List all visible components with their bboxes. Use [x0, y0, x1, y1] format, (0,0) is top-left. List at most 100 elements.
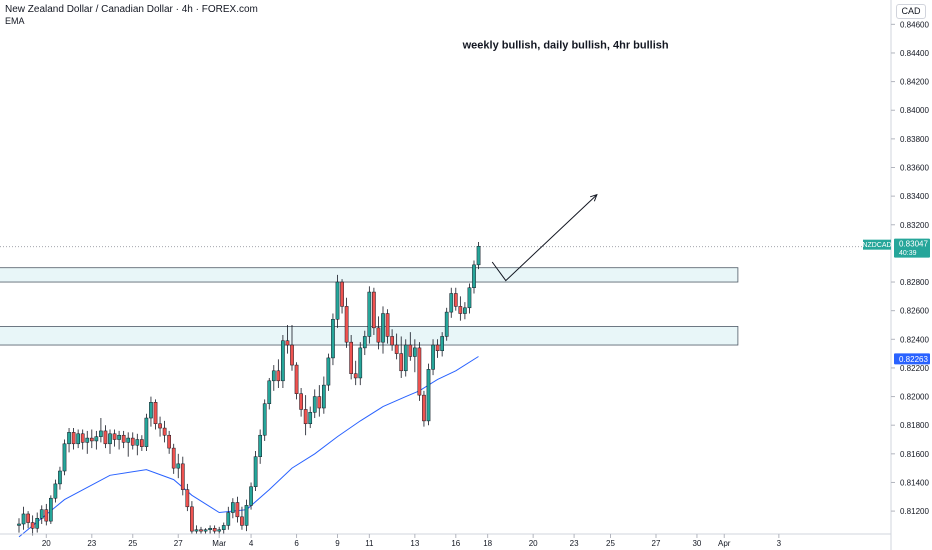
projection-arrowhead	[590, 193, 598, 202]
candle	[94, 430, 99, 450]
time-tick-label: 3	[777, 539, 782, 548]
candle-body	[153, 402, 158, 425]
time-tick-label: 16	[451, 539, 460, 548]
candle	[271, 365, 276, 391]
candle-body	[67, 432, 71, 445]
time-tick-label: 23	[87, 539, 96, 548]
time-tick-label: 13	[410, 539, 419, 548]
candle-body	[403, 344, 408, 372]
candle-body	[208, 528, 212, 530]
candle-body	[17, 523, 21, 526]
last-price-countdown: 40:39	[899, 250, 917, 257]
candle-body	[399, 353, 404, 372]
candle-body	[21, 513, 26, 525]
candle	[417, 342, 422, 401]
price-tick-label: 0.84400	[900, 49, 929, 58]
candle-body	[422, 394, 426, 422]
candle-layer	[17, 241, 481, 536]
candle	[167, 430, 172, 454]
candle	[244, 499, 249, 532]
price-tick-label: 0.82200	[900, 364, 929, 373]
candle	[126, 432, 131, 457]
candle	[467, 283, 472, 314]
candle-body	[44, 509, 49, 522]
price-tick-label: 0.84200	[900, 78, 929, 87]
candle	[226, 506, 231, 530]
candle	[117, 430, 121, 450]
candle-body	[176, 463, 181, 469]
candle-body	[431, 344, 435, 370]
candle-body	[58, 470, 62, 485]
time-tick-label: 25	[128, 539, 137, 548]
symbol-title[interactable]: New Zealand Dollar / Canadian Dollar · 4…	[5, 4, 258, 15]
candle	[331, 313, 335, 366]
candle-body	[353, 373, 358, 379]
candle	[217, 526, 222, 534]
candle-body	[117, 434, 121, 440]
candle	[231, 498, 235, 519]
candle	[30, 515, 35, 536]
candle	[358, 342, 363, 386]
candle	[262, 399, 267, 441]
candle	[390, 329, 394, 351]
candle-body	[226, 512, 231, 526]
time-tick-label: 27	[652, 539, 661, 548]
projection-line	[491, 194, 598, 282]
candle-body	[294, 364, 299, 394]
candle-body	[244, 505, 249, 526]
candle	[362, 330, 367, 356]
price-tick-label: 0.81400	[900, 478, 929, 487]
candle-body	[417, 347, 422, 396]
time-axis[interactable]: 20 23 25 27 Mar 4 6 9 11 13 16 18 20 23 25 27 30 Apr 3	[0, 533, 891, 548]
candle-body	[344, 306, 349, 343]
candle	[108, 429, 112, 454]
candle	[344, 297, 349, 348]
candle	[340, 279, 344, 314]
ema-value-tag	[894, 353, 930, 365]
annotation-text: weekly bullish, daily bullish, 4hr bulli…	[462, 40, 669, 52]
time-tick-label: 25	[606, 539, 615, 548]
price-tick-label: 0.83600	[900, 164, 929, 173]
candle-body	[358, 347, 363, 379]
candle-body	[185, 489, 190, 508]
candle	[58, 466, 62, 490]
candle	[385, 309, 390, 344]
candle	[326, 353, 331, 391]
candle	[162, 420, 167, 443]
candle-body	[308, 412, 313, 425]
candle-body	[440, 336, 444, 352]
candle-body	[285, 340, 290, 346]
candle	[171, 443, 176, 474]
candle-body	[53, 483, 58, 499]
candle-body	[385, 313, 390, 337]
candle	[403, 339, 408, 377]
indicator-legend[interactable]: EMA	[5, 16, 25, 26]
price-axis[interactable]: 0.84600 0.84400 0.84200 0.84000 0.83800 0.836…	[862, 0, 930, 550]
candle-body	[62, 443, 67, 472]
candle-body	[362, 336, 367, 349]
time-tick-label: 20	[42, 539, 51, 548]
candle	[135, 433, 140, 456]
candle	[399, 336, 404, 378]
price-tick-label: 0.81200	[900, 507, 929, 516]
candle-body	[149, 402, 153, 419]
candle-body	[108, 433, 112, 445]
candle	[253, 450, 258, 492]
candle-body	[76, 433, 81, 445]
drawing-layer: weekly bullish, daily bullish, 4hr bulli…	[462, 40, 669, 282]
candle	[80, 429, 85, 450]
time-tick-label: 20	[529, 539, 538, 548]
candle-body	[140, 439, 144, 447]
candle	[26, 511, 30, 529]
candle-body	[435, 344, 440, 352]
candle	[312, 389, 317, 419]
candle	[49, 495, 53, 524]
candle-body	[303, 409, 308, 425]
currency-button[interactable]: CAD	[896, 4, 926, 19]
candle	[99, 418, 103, 443]
candle	[458, 296, 463, 321]
candle	[144, 413, 149, 451]
candle-body	[249, 486, 253, 506]
candle	[422, 390, 426, 427]
